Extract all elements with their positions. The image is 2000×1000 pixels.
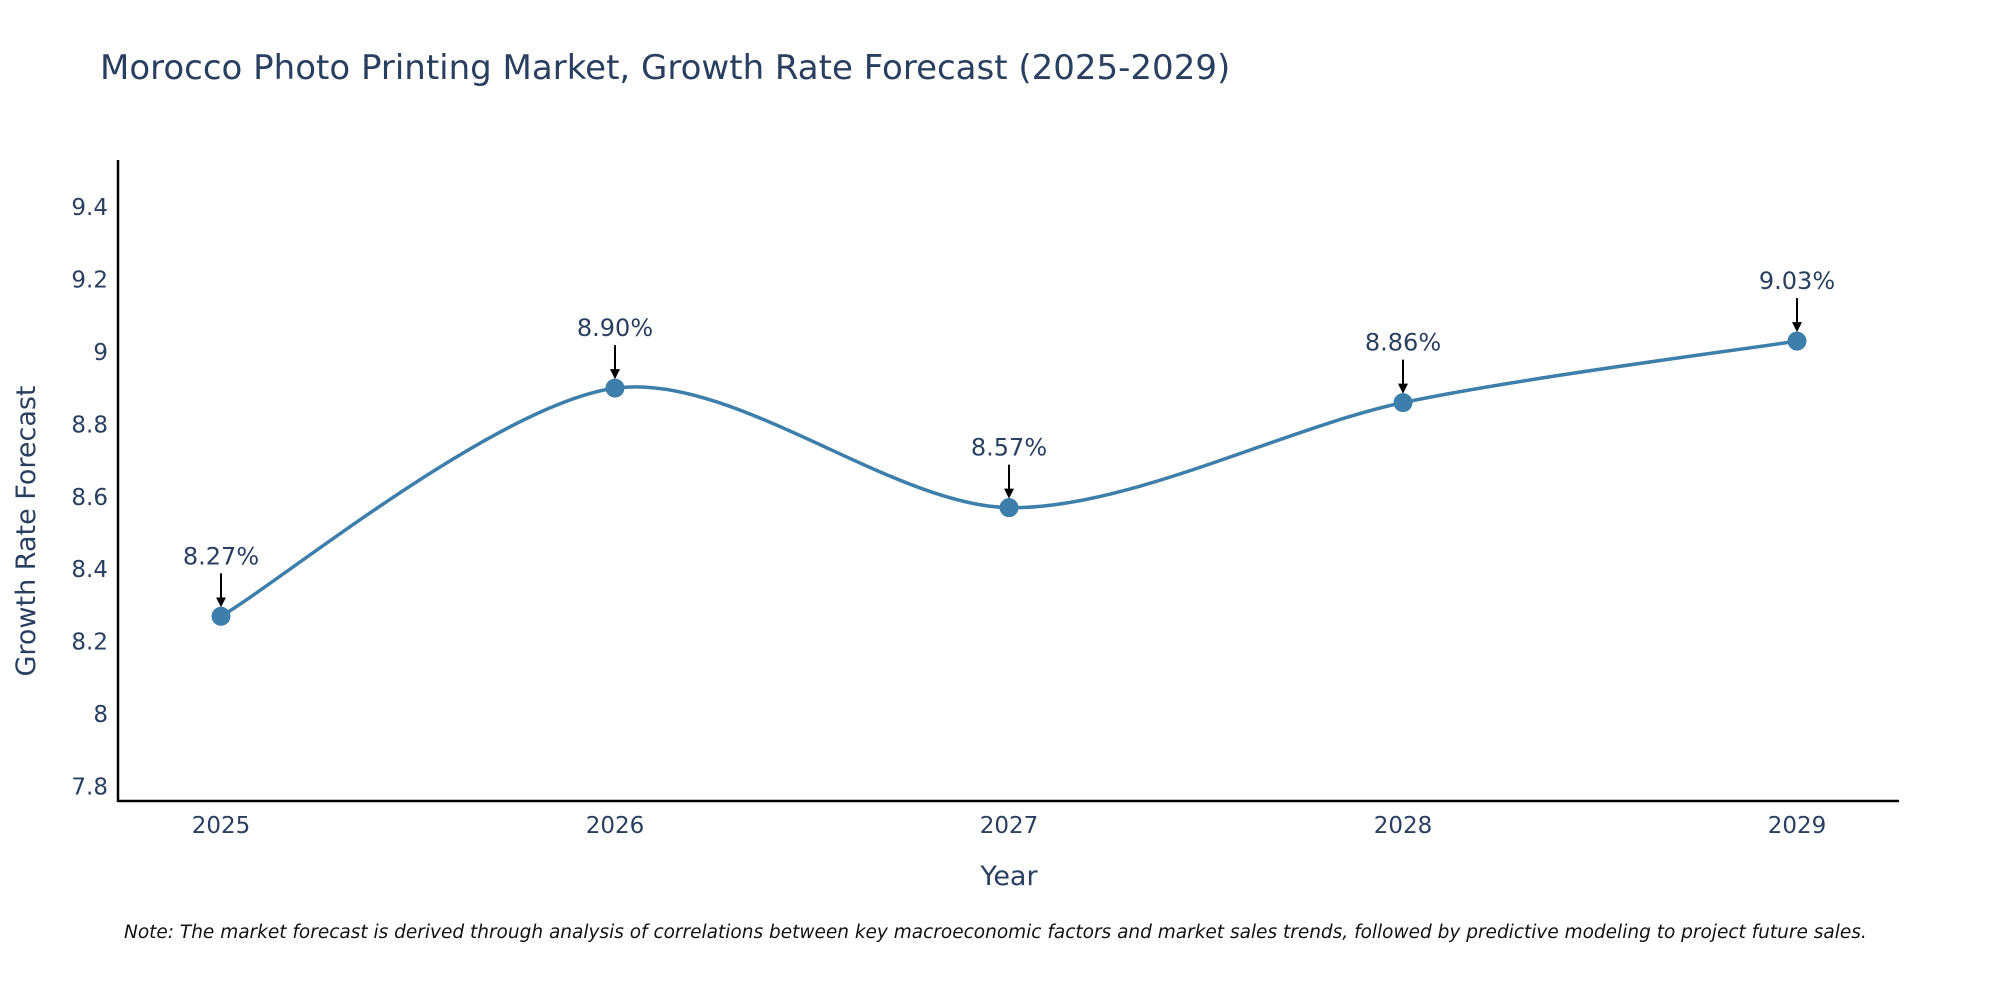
y-tick-label: 9.4 [71, 195, 108, 221]
data-label: 8.90% [577, 314, 653, 342]
x-tick-label: 2027 [980, 813, 1039, 839]
y-axis-title: Growth Rate Forecast [11, 385, 42, 676]
data-point [1393, 393, 1413, 413]
data-point [999, 498, 1019, 518]
data-label: 9.03% [1759, 267, 1835, 295]
y-axis-ticks: 7.8 8 8.2 8.4 8.6 8.8 9 9.2 9.4 [71, 195, 108, 800]
series-markers [211, 331, 1807, 626]
x-tick-label: 2029 [1768, 813, 1827, 839]
footnote: Note: The market forecast is derived thr… [124, 922, 1867, 943]
chart-title: Morocco Photo Printing Market, Growth Ra… [100, 48, 1230, 88]
x-tick-label: 2025 [192, 813, 251, 839]
x-axis-title: Year [979, 861, 1038, 892]
x-tick-label: 2026 [586, 813, 645, 839]
y-tick-label: 9 [93, 340, 108, 366]
y-tick-label: 8 [93, 702, 108, 728]
data-point [211, 606, 231, 626]
y-tick-label: 8.8 [71, 412, 108, 438]
x-tick-label: 2028 [1374, 813, 1433, 839]
y-tick-label: 8.4 [71, 557, 108, 583]
y-tick-label: 7.8 [71, 775, 108, 801]
data-label: 8.57% [971, 434, 1047, 462]
x-axis-ticks: 2025 2026 2027 2028 2029 [192, 813, 1827, 839]
data-annotations: 8.27% 8.90% 8.57% 8.86% 9.03% [183, 267, 1835, 608]
data-point [1787, 331, 1807, 351]
data-point [605, 378, 625, 398]
y-tick-label: 8.6 [71, 485, 108, 511]
data-label: 8.27% [183, 542, 259, 570]
y-tick-label: 9.2 [71, 268, 108, 294]
y-tick-label: 8.2 [71, 630, 108, 656]
data-label: 8.86% [1365, 329, 1441, 357]
